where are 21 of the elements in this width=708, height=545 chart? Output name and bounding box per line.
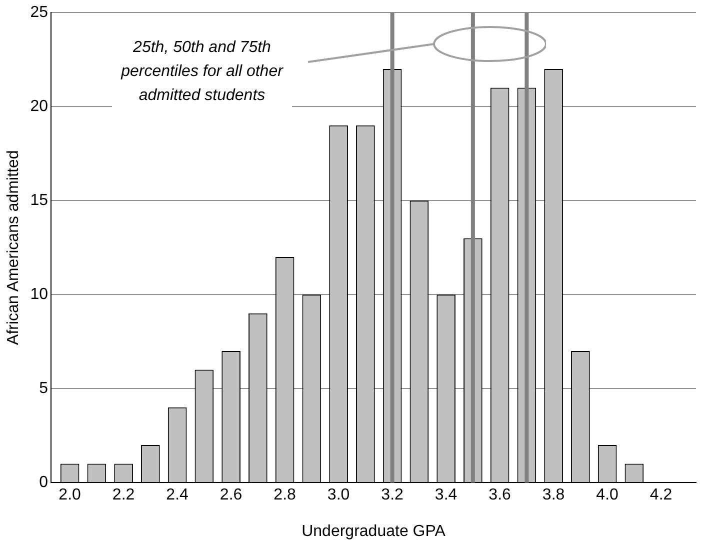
y-tick-label: 15 bbox=[30, 192, 48, 210]
x-tick-label: 2.0 bbox=[58, 486, 82, 504]
y-tick-label: 25 bbox=[30, 4, 48, 22]
y-tick-label: 10 bbox=[30, 286, 48, 304]
y-tick-label: 0 bbox=[39, 474, 48, 492]
x-tick-label: 2.8 bbox=[274, 486, 296, 504]
y-tick-label: 20 bbox=[30, 98, 48, 116]
x-tick-label: 3.2 bbox=[381, 486, 404, 504]
x-tick-label: 3.8 bbox=[542, 486, 565, 504]
annotation: 25th, 50th and 75th percentiles for all other admitted students bbox=[112, 36, 292, 108]
x-tick-label: 2.2 bbox=[112, 486, 135, 504]
y-tick-label: 5 bbox=[39, 380, 48, 398]
x-axis-title: Undergraduate GPA bbox=[302, 522, 446, 540]
y-axis-title: African Americans admitted bbox=[5, 150, 22, 345]
x-tick-label: 2.6 bbox=[220, 486, 242, 504]
x-tick-label: 4.2 bbox=[650, 486, 672, 504]
x-tick-label: 3.6 bbox=[488, 486, 512, 504]
x-tick-label: 2.4 bbox=[166, 486, 189, 504]
x-tick-label: 4.0 bbox=[596, 486, 619, 504]
x-tick-label: 3.0 bbox=[327, 486, 350, 504]
x-tick-label: 3.4 bbox=[434, 486, 458, 504]
